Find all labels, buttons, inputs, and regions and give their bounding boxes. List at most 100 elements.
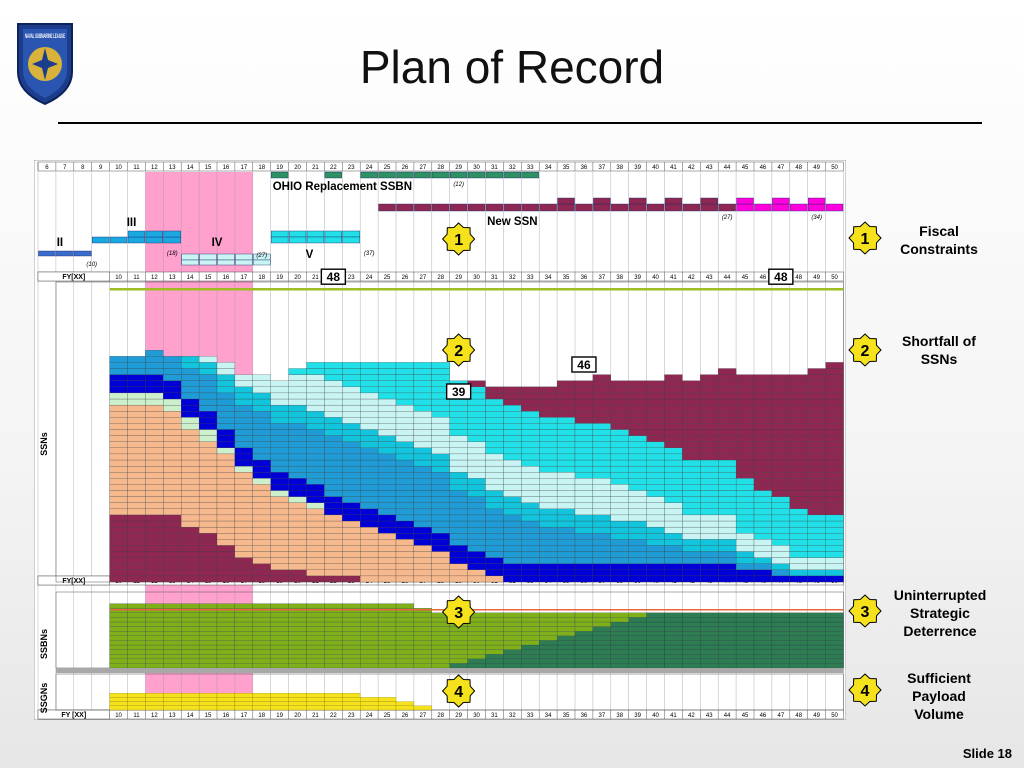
ssbn-unit-old: [109, 644, 128, 650]
ssn-unit-virginia_v: [718, 508, 737, 516]
ssn-unit-virginia_iv: [360, 411, 379, 418]
ssbn-unit-old: [163, 603, 182, 609]
ssbn-unit-old: [521, 626, 540, 632]
ssn-unit-la_flight_ii: [342, 533, 361, 540]
ssn-unit-seawolf: [610, 575, 629, 583]
ssn-unit-new_ssn: [753, 472, 773, 479]
ssn-unit-la_flight_ii: [216, 490, 236, 497]
ssbn-unit-old: [449, 644, 468, 650]
ssn-unit-new_ssn: [592, 404, 611, 412]
tick-label: 31: [491, 713, 498, 719]
ssn-unit-la_flight_i: [163, 539, 182, 546]
tick-label: 41: [670, 713, 677, 719]
ssn-unit-seawolf: [682, 569, 701, 577]
ssn-unit-la_flight_ii: [377, 539, 397, 546]
ssn-unit-virginia_v: [735, 502, 755, 509]
tick-label: 27: [420, 713, 427, 719]
tick-label: 39: [634, 275, 641, 281]
ssn-unit-virginia_iii: [234, 386, 253, 394]
ssbn-unit-old: [539, 635, 558, 641]
ssn-unit-virginia_v: [556, 429, 576, 436]
tick-label: 36: [581, 165, 588, 171]
ssn-unit-seawolf: [198, 423, 218, 430]
ssbn-unit-new: [771, 644, 790, 650]
ssn-unit-virginia_ii: [377, 478, 397, 485]
ssn-unit-la_flight_i: [127, 563, 146, 570]
ssgn-unit: [181, 697, 200, 702]
ssn-unit-virginia_iii: [306, 417, 325, 424]
ssn-unit-virginia_iii: [467, 490, 486, 497]
ssn-unit-new_ssn: [789, 374, 808, 381]
ssbn-unit-new: [646, 612, 665, 618]
ssn-unit-virginia_iii: [449, 484, 468, 491]
tick-label: 13: [169, 165, 176, 171]
ssn-unit-seawolf: [556, 563, 576, 570]
ssn-unit-virginia_ii: [521, 551, 540, 558]
ssn-unit-la_flight_ii: [109, 478, 128, 485]
ssbn-unit-old: [198, 603, 218, 609]
ssn-unit-virginia_iii: [646, 539, 665, 546]
ssn-unit-seawolf: [521, 575, 540, 583]
ssgn-unit: [324, 701, 343, 706]
ssn-unit-seawolf: [485, 563, 504, 570]
ssn-unit-new_ssn: [807, 441, 826, 448]
ssn-unit-new_ssn: [592, 380, 611, 387]
ssbn-unit-old: [485, 621, 504, 627]
ssn-unit-la_flight_iii: [109, 392, 128, 400]
ssgn-unit: [234, 697, 253, 702]
ssn-unit-virginia_iii: [234, 392, 253, 400]
ssn-unit-virginia_iv: [574, 484, 594, 491]
ssn-unit-virginia_ii: [718, 551, 737, 558]
ssn-unit-la_flight_i: [288, 575, 307, 583]
ssn-unit-virginia_iii: [592, 526, 611, 534]
ssn-unit-virginia_iv: [485, 465, 504, 473]
ssn-unit-la_flight_ii: [181, 478, 200, 485]
ssbn-unit-new: [700, 631, 719, 636]
ssn-unit-la_flight_ii: [270, 508, 289, 516]
ssbn-unit-old: [163, 631, 182, 636]
ssn-unit-virginia_iv: [324, 404, 343, 412]
ssn-unit-virginia_iv: [234, 380, 253, 387]
ssn-unit-virginia_iii: [252, 392, 271, 400]
ssbn-unit-old: [145, 663, 164, 669]
ssn-unit-virginia_ii: [288, 459, 307, 467]
ssbn-unit-new: [610, 621, 629, 627]
ssn-unit-virginia_ii: [181, 392, 200, 400]
ssbn-unit-new: [521, 658, 540, 664]
new-ssn-bar: [557, 203, 575, 212]
ssn-unit-virginia_v: [646, 490, 665, 497]
ssn-unit-virginia_ii: [395, 496, 415, 503]
ssbn-unit-old: [377, 621, 397, 627]
ssn-unit-la_flight_ii: [342, 526, 361, 534]
ssgn-unit: [306, 697, 325, 702]
virginia-block-iv-bar: [235, 253, 253, 261]
ssn-unit-new_ssn: [771, 386, 790, 394]
callout-line: Constraints: [900, 241, 978, 257]
ssn-unit-new_ssn: [789, 429, 808, 436]
ssbn-unit-old: [145, 654, 164, 659]
ssbn-unit-new: [735, 626, 755, 632]
ssn-unit-virginia_ii: [628, 545, 647, 552]
ssbn-unit-old: [324, 640, 343, 646]
ssn-unit-new_ssn: [753, 392, 773, 400]
ssn-unit-new_ssn: [664, 435, 683, 442]
callout-line: Fiscal: [919, 223, 959, 239]
ssn-unit-virginia_v: [360, 368, 379, 375]
ssn-unit-seawolf: [181, 411, 200, 418]
ssn-unit-new_ssn: [556, 380, 576, 387]
ssn-unit-new_ssn: [592, 386, 611, 394]
ssn-unit-virginia_iv: [807, 563, 826, 570]
ssn-unit-la_flight_ii: [360, 533, 379, 540]
tick-label: 38: [616, 165, 623, 171]
ssbn-unit-old: [127, 603, 146, 609]
ssn-unit-virginia_v: [539, 435, 558, 442]
ssn-unit-la_flight_iii: [198, 429, 218, 436]
ssbn-unit-new: [628, 649, 647, 655]
ssn-unit-la_flight_ii: [234, 508, 253, 516]
ssbn-unit-old: [216, 658, 236, 664]
ssbn-unit-new: [807, 635, 826, 641]
virginia-block-v-bar: [324, 236, 342, 244]
ssn-unit-virginia_iv: [718, 526, 737, 534]
ssn-unit-virginia_v: [431, 362, 450, 369]
ssn-unit-virginia_v: [574, 453, 594, 461]
